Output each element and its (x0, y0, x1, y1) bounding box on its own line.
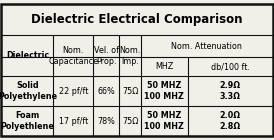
Text: 50 MHZ
100 MHZ: 50 MHZ 100 MHZ (144, 111, 184, 131)
Text: Foam
Polyethlene: Foam Polyethlene (1, 111, 54, 131)
Text: Nom.
Capacitance: Nom. Capacitance (48, 46, 98, 66)
Text: Dielectric Electrical Comparison: Dielectric Electrical Comparison (31, 13, 243, 26)
Text: 78%: 78% (97, 117, 115, 126)
Text: 66%: 66% (97, 87, 115, 96)
Text: 50 MHZ
100 MHZ: 50 MHZ 100 MHZ (144, 81, 184, 101)
Text: Vel. of
Prop.: Vel. of Prop. (94, 46, 119, 66)
Text: Nom. Attenuation: Nom. Attenuation (172, 42, 242, 51)
Text: 75Ω: 75Ω (122, 87, 138, 96)
Text: db/100 ft.: db/100 ft. (211, 62, 250, 71)
Text: Solid
Polyethylene: Solid Polyethylene (0, 81, 57, 101)
Text: MHZ: MHZ (155, 62, 173, 71)
Text: 2.0Ω
2.8Ω: 2.0Ω 2.8Ω (219, 111, 241, 131)
Text: Nom.
Imp.: Nom. Imp. (119, 46, 141, 66)
Text: 17 pf/ft: 17 pf/ft (59, 117, 88, 126)
Text: Dielectric: Dielectric (6, 51, 49, 60)
Text: 75Ω: 75Ω (122, 117, 138, 126)
Text: 22 pf/ft: 22 pf/ft (59, 87, 88, 96)
Text: 2.9Ω
3.3Ω: 2.9Ω 3.3Ω (219, 81, 241, 101)
